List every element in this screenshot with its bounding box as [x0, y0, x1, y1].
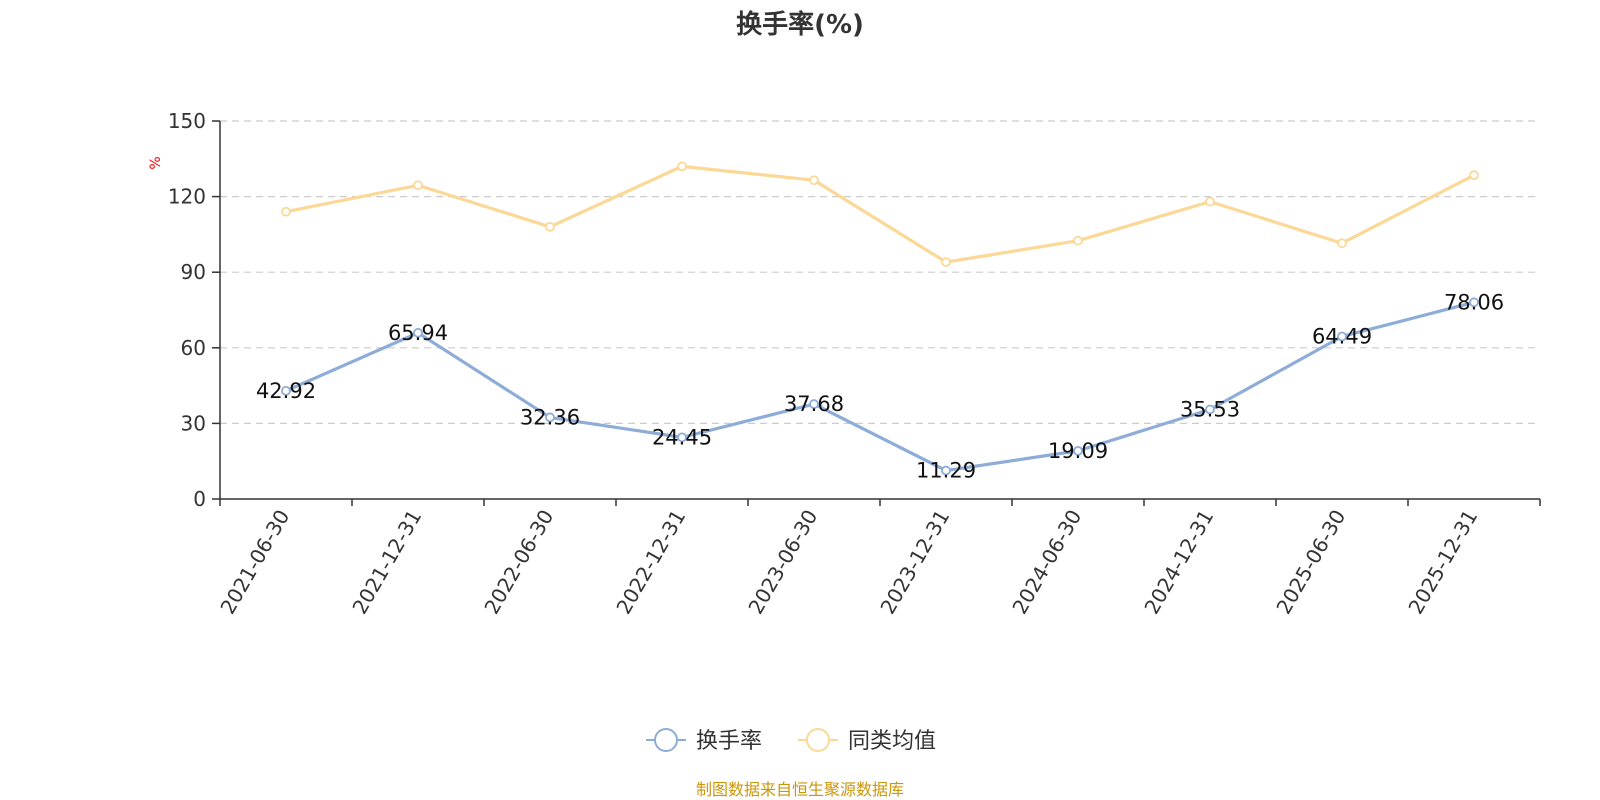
data-point[interactable] — [809, 399, 819, 409]
x-tick-label: 2023-06-30 — [743, 506, 822, 619]
data-point[interactable] — [941, 465, 951, 476]
grid-lines — [220, 120, 1540, 424]
data-point[interactable] — [1469, 297, 1479, 308]
data-label: 64.49 — [1312, 324, 1372, 348]
data-label: 78.06 — [1444, 290, 1504, 314]
data-point[interactable] — [1073, 235, 1083, 246]
data-label: 11.29 — [916, 459, 976, 483]
data-label: 35.53 — [1180, 397, 1240, 421]
legend-item-peer-average[interactable]: 同类均值 — [798, 728, 936, 754]
y-tick-label: 60 — [181, 336, 206, 360]
y-tick-label: 150 — [168, 109, 206, 133]
data-point[interactable] — [545, 412, 555, 423]
legend-swatch-marker — [654, 728, 678, 752]
data-point[interactable] — [281, 206, 291, 217]
data-point[interactable] — [1469, 170, 1479, 181]
data-point[interactable] — [413, 327, 423, 338]
data-label: 42.92 — [256, 379, 316, 403]
x-tick-label: 2024-06-30 — [1007, 506, 1086, 619]
data-point[interactable] — [1205, 404, 1215, 415]
x-tick-label: 2023-12-31 — [875, 506, 954, 619]
data-label: 24.45 — [652, 425, 712, 449]
data-point[interactable] — [1337, 238, 1347, 249]
y-tick-label: 90 — [181, 260, 206, 284]
series — [281, 161, 1479, 476]
axes: 0 30 60 90 120 150 2021-06-30 2021-12-31 2022-06… — [168, 109, 1541, 619]
y-axis-unit: % — [148, 156, 164, 169]
x-tick-label: 2024-12-31 — [1139, 506, 1218, 619]
data-label: 65.94 — [388, 321, 448, 345]
legend-label-turnover: 换手率 — [696, 729, 762, 754]
source-note: 制图数据来自恒生聚源数据库 — [696, 780, 904, 799]
x-tick-label: 2022-06-30 — [479, 506, 558, 619]
data-point[interactable] — [809, 175, 819, 186]
x-tick-label: 2021-06-30 — [215, 506, 294, 619]
x-tick-label: 2025-06-30 — [1271, 506, 1350, 619]
x-tick-label: 2021-12-31 — [347, 506, 426, 619]
series-line-0 — [285, 300, 1475, 473]
data-point[interactable] — [1337, 331, 1347, 342]
legend: 换手率 同类均值 — [646, 728, 936, 754]
x-tick-label: 2022-12-31 — [611, 506, 690, 619]
legend-item-turnover[interactable]: 换手率 — [646, 728, 762, 754]
data-label: 37.68 — [784, 392, 844, 416]
data-point[interactable] — [1073, 445, 1083, 456]
series-line-1 — [285, 164, 1475, 264]
data-point[interactable] — [677, 161, 687, 172]
data-point[interactable] — [281, 385, 291, 396]
y-tick-label: 120 — [168, 185, 206, 209]
data-label: 32.36 — [520, 405, 580, 429]
data-point[interactable] — [413, 180, 423, 191]
x-tick-label: 2025-12-31 — [1403, 506, 1482, 619]
data-point[interactable] — [1205, 196, 1215, 207]
legend-label-peer-average: 同类均值 — [848, 729, 936, 754]
chart-title: 换手率(%) — [736, 9, 864, 40]
y-tick-label: 0 — [193, 487, 206, 511]
data-point[interactable] — [941, 257, 951, 268]
data-point[interactable] — [677, 432, 687, 443]
data-labels: 42.92 65.94 32.36 24.45 37.68 11.29 19.09 35.53… — [256, 290, 1504, 482]
y-tick-label: 30 — [181, 411, 206, 435]
legend-swatch-marker — [806, 728, 830, 752]
data-label: 19.09 — [1048, 439, 1108, 463]
data-point[interactable] — [545, 221, 555, 232]
